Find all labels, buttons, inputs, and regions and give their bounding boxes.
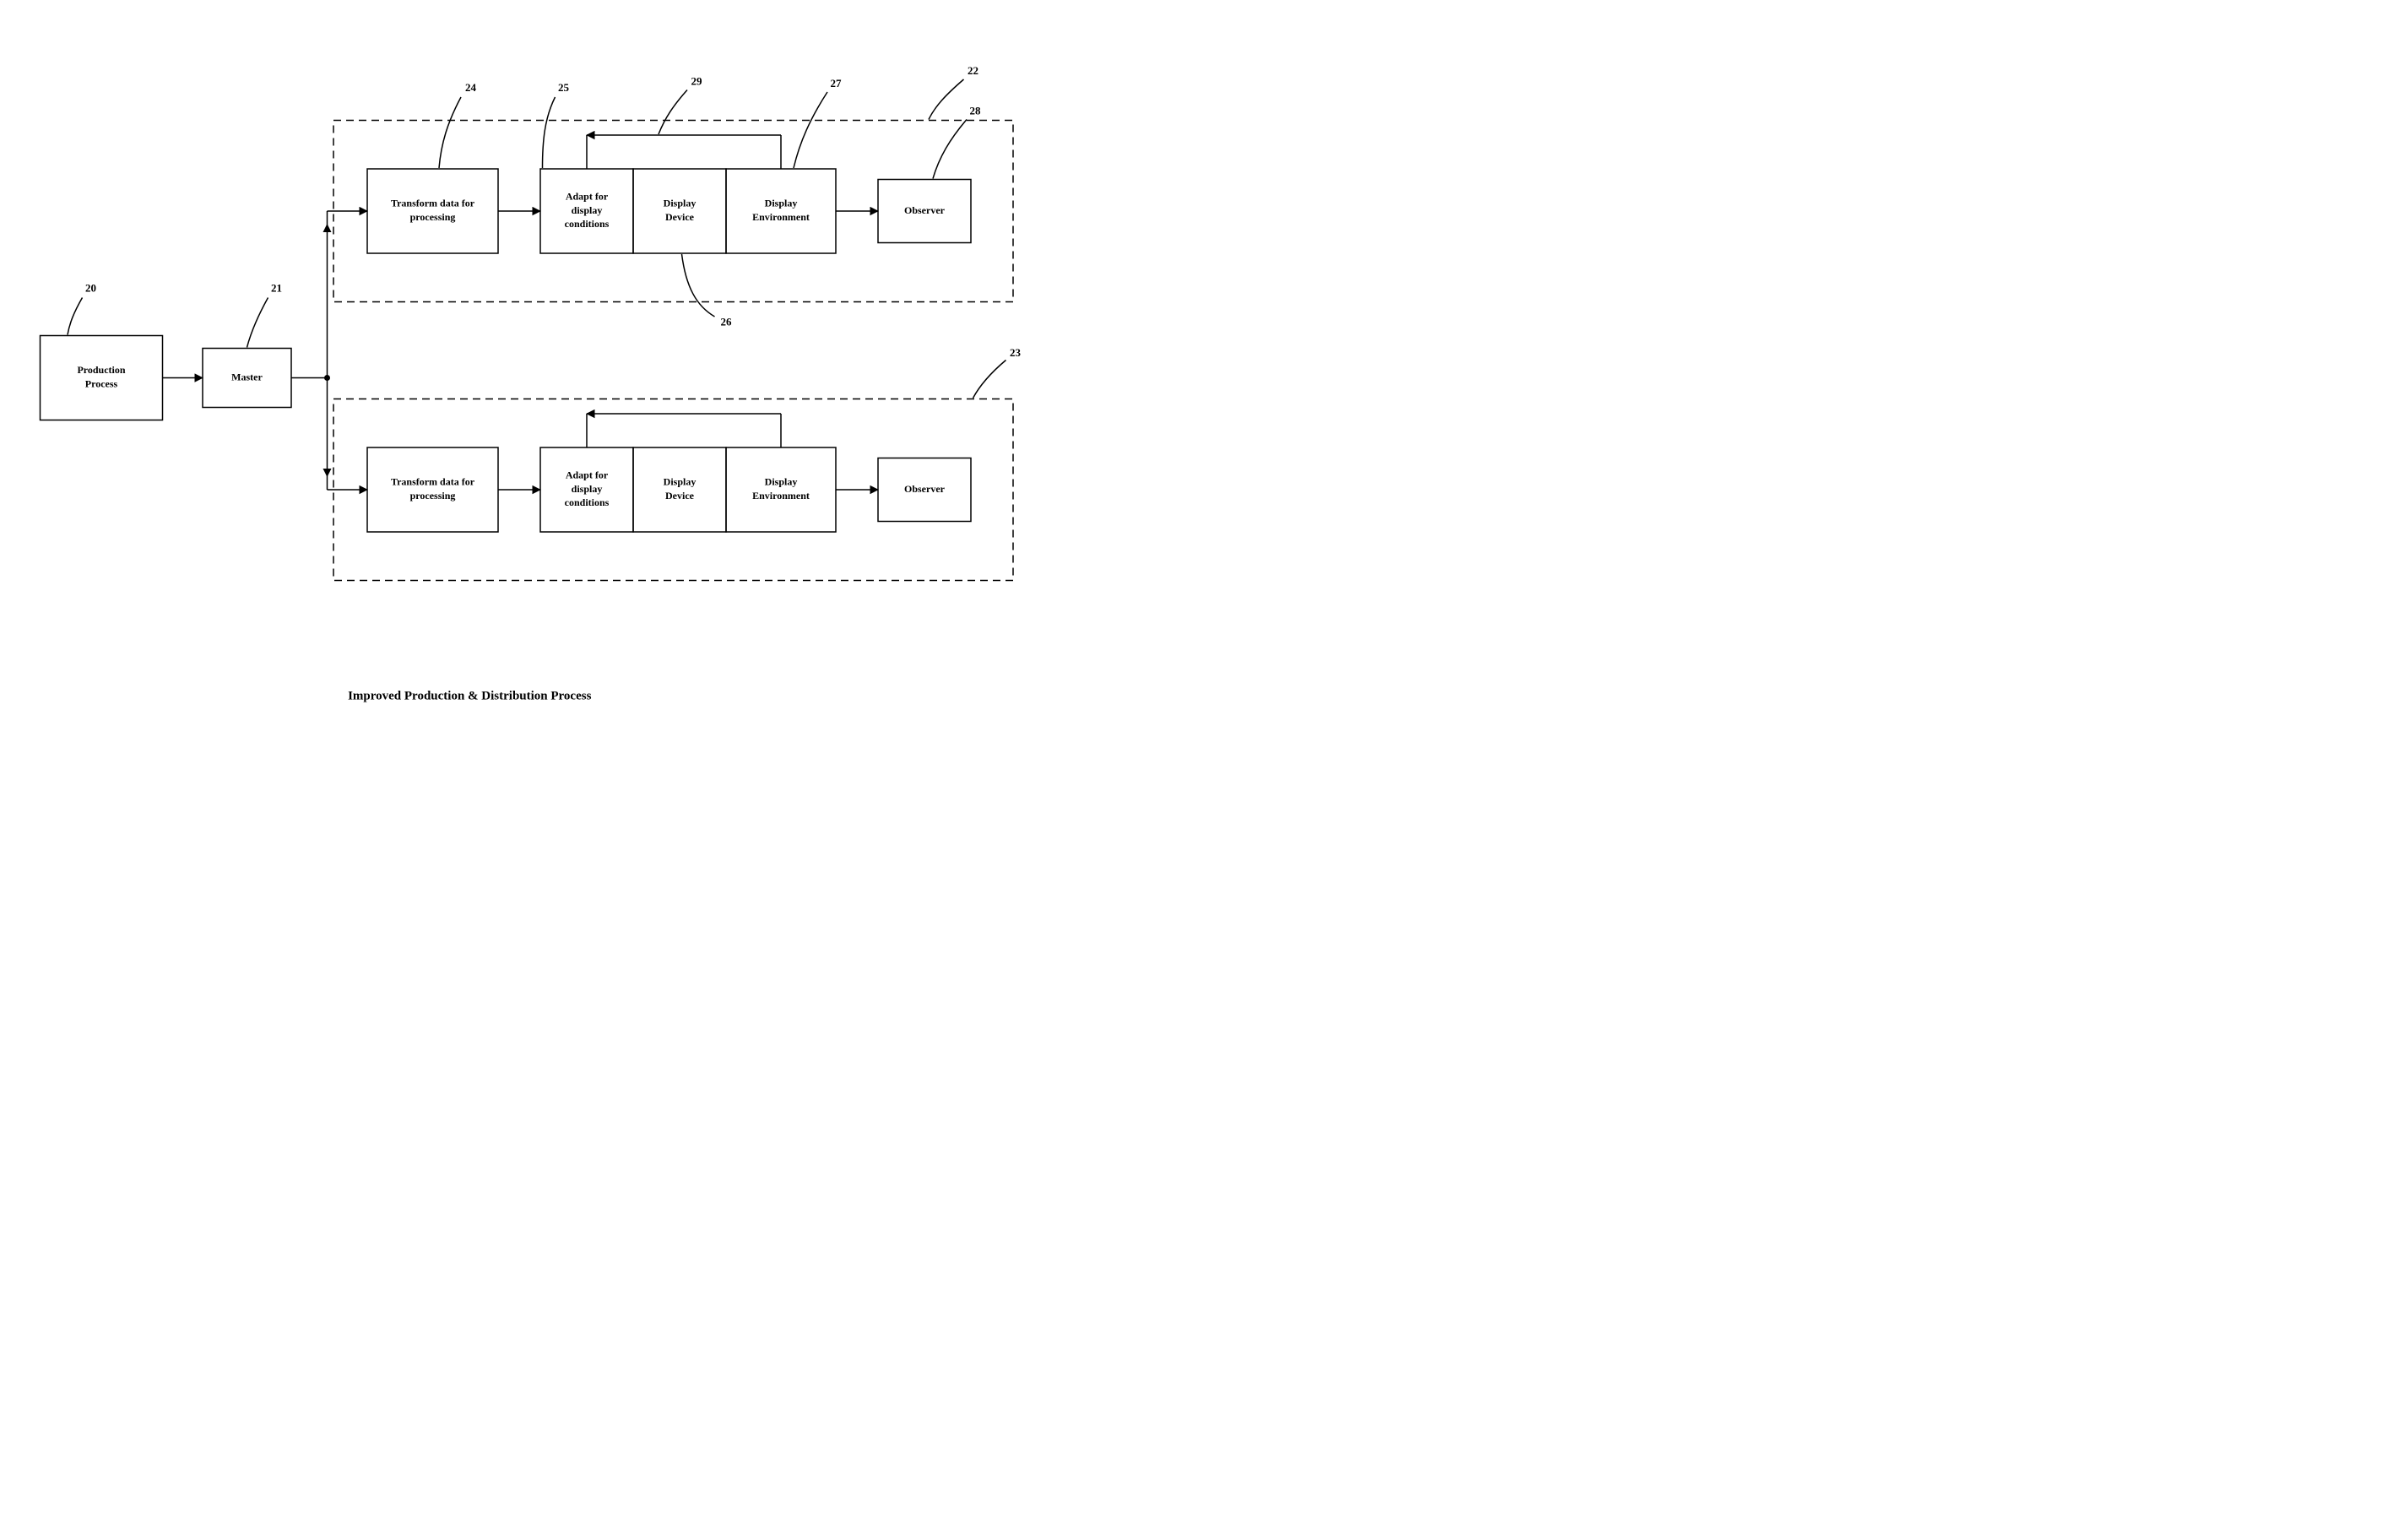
node-t_adapt-label: Adapt for (566, 191, 609, 203)
ref-label-r26: 26 (721, 315, 733, 328)
node-master-label: Master (231, 371, 263, 382)
ref-label-r23: 23 (1010, 346, 1022, 359)
ref-label-r21: 21 (271, 281, 282, 294)
ref-label-r28: 28 (970, 104, 982, 117)
node-b_transform-label: Transform data for (391, 476, 475, 488)
ref-label-r24: 24 (465, 81, 477, 94)
node-t_device-label: Display (664, 198, 697, 209)
node-b_observer-label: Observer (904, 483, 946, 495)
ref-label-r29: 29 (691, 74, 703, 87)
node-t_env-label: Display (765, 198, 798, 209)
node-b_device-label: Display (664, 476, 697, 488)
ref-label-r25: 25 (558, 81, 570, 94)
node-b_adapt-label: Adapt for (566, 469, 609, 481)
node-b_adapt-label: conditions (565, 496, 610, 508)
ref-label-r27: 27 (831, 77, 843, 89)
node-t_env-label: Environment (752, 211, 810, 223)
node-t_adapt-label: display (572, 204, 603, 216)
node-b_transform-label: processing (410, 490, 456, 502)
node-t_observer-label: Observer (904, 204, 946, 216)
node-production-label: Production (77, 364, 125, 376)
node-t_transform-label: processing (410, 211, 456, 223)
node-t_device-label: Device (665, 211, 695, 223)
ref-label-r20: 20 (85, 281, 96, 294)
ref-label-r22: 22 (968, 64, 978, 77)
node-b_env-label: Environment (752, 490, 810, 502)
node-b_device-label: Device (665, 490, 695, 502)
node-production-label: Process (85, 377, 118, 389)
node-b_env-label: Display (765, 476, 798, 488)
diagram-title: Improved Production & Distribution Proce… (348, 689, 592, 702)
diagram-root: ProductionProcess Master Transform data fo… (0, 0, 2385, 770)
node-b_adapt-label: display (572, 483, 603, 495)
node-t_transform-label: Transform data for (391, 198, 475, 209)
node-t_adapt-label: conditions (565, 218, 610, 230)
